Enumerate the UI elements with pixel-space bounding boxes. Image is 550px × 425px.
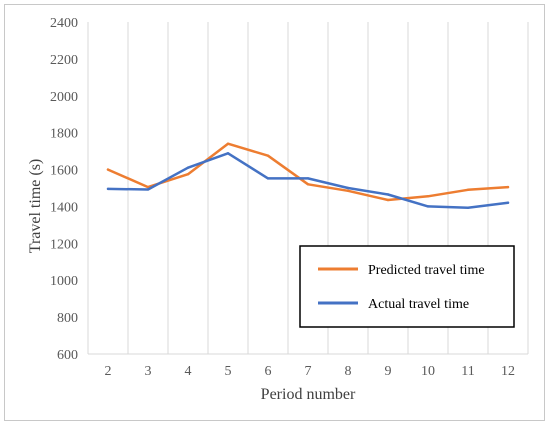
data-point-predicted — [186, 172, 190, 176]
x-tick-label: 6 — [265, 364, 272, 379]
data-point-actual — [146, 188, 150, 191]
legend-label-predicted: Predicted travel time — [368, 263, 485, 278]
chart-frame — [4, 4, 545, 421]
y-tick-label: 1800 — [50, 127, 78, 142]
x-tick-label: 7 — [305, 364, 312, 379]
legend-label-actual: Actual travel time — [368, 297, 469, 312]
y-tick-label: 2000 — [50, 90, 78, 105]
y-tick-label: 1000 — [50, 274, 78, 289]
data-point-actual — [186, 166, 190, 169]
data-point-predicted — [466, 188, 470, 192]
y-tick-label: 600 — [57, 348, 78, 363]
data-point-actual — [106, 187, 110, 191]
y-tick-label: 1600 — [50, 164, 78, 179]
legend-box — [299, 245, 515, 328]
data-point-predicted — [506, 185, 510, 189]
data-point-actual — [426, 205, 430, 208]
x-tick-label: 10 — [421, 364, 435, 379]
x-tick-label: 3 — [145, 364, 152, 379]
data-point-predicted — [106, 168, 110, 171]
y-tick-label: 1200 — [50, 237, 78, 252]
x-tick-label: 9 — [385, 364, 392, 379]
data-point-actual — [466, 206, 470, 209]
data-point-actual — [346, 186, 350, 190]
data-point-actual — [226, 152, 230, 155]
data-point-predicted — [306, 183, 310, 186]
legend: Predicted travel time Actual travel time — [299, 245, 515, 328]
x-tick-label: 11 — [461, 364, 474, 379]
y-tick-labels: 600 800 1000 1200 1400 1600 1800 2000 2200 2400 — [50, 16, 78, 363]
data-point-actual — [506, 201, 510, 204]
data-point-predicted — [426, 195, 430, 198]
x-tick-label: 8 — [345, 364, 352, 379]
y-tick-label: 2200 — [50, 53, 78, 68]
data-point-predicted — [386, 198, 390, 202]
data-point-actual — [266, 177, 270, 180]
x-tick-label: 4 — [185, 364, 192, 379]
data-point-predicted — [266, 154, 270, 157]
x-axis-title: Period number — [261, 386, 356, 403]
y-tick-label: 800 — [57, 311, 78, 326]
y-tick-label: 2400 — [50, 16, 78, 31]
y-tick-label: 1400 — [50, 200, 78, 215]
x-tick-label: 12 — [501, 364, 515, 379]
x-tick-label: 5 — [225, 364, 232, 379]
data-point-predicted — [146, 185, 150, 189]
x-tick-labels: 2 3 4 5 6 7 8 9 10 11 12 — [105, 364, 516, 379]
y-axis-title: Travel time (s) — [27, 159, 44, 254]
series-layer — [106, 142, 510, 209]
data-point-predicted — [346, 189, 350, 192]
x-tick-label: 2 — [105, 364, 112, 379]
data-point-actual — [386, 193, 390, 196]
data-point-predicted — [226, 142, 230, 145]
data-point-actual — [306, 177, 310, 180]
